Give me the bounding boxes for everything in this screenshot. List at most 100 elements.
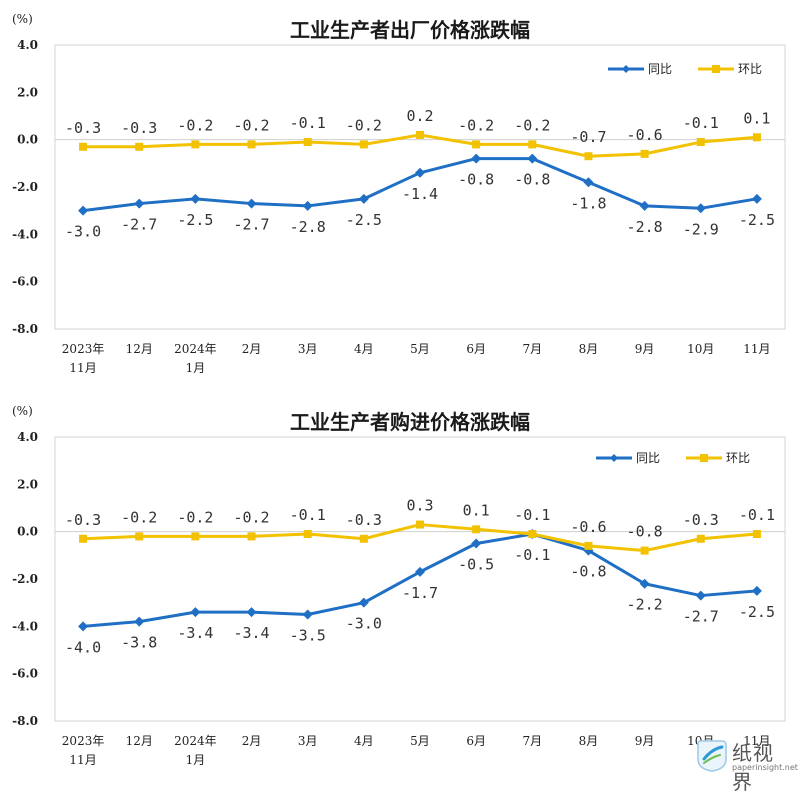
data-label-yoy: -4.0 — [65, 638, 101, 656]
data-label-mom: -0.8 — [627, 523, 663, 541]
data-label-mom: -0.3 — [683, 511, 719, 529]
data-point-mom — [416, 520, 424, 529]
x-tick-label: 11月 — [743, 342, 770, 356]
x-tick-label: 4月 — [354, 734, 374, 748]
x-tick-label: 2023年 — [62, 734, 105, 748]
data-point-mom — [752, 133, 761, 142]
data-point-yoy — [751, 193, 762, 204]
chart-svg: 4.0 2.0 0.0 -2.0 -4.0 -6.0 -8.0 2023年 11月 12月 2024… — [12, 430, 786, 767]
x-tick-label: 7月 — [522, 342, 542, 356]
data-label-mom: -0.1 — [290, 114, 326, 132]
data-label-mom: -0.2 — [233, 116, 269, 134]
x-tick-label: 5月 — [410, 342, 430, 356]
x-tick-label: 3月 — [298, 734, 318, 748]
data-label-yoy: -0.8 — [570, 563, 606, 581]
data-point-mom — [79, 142, 88, 151]
chart-title: 工业生产者出厂价格涨跌幅 — [290, 18, 530, 42]
x-tick-label: 10月 — [687, 342, 714, 356]
data-point-yoy — [583, 545, 594, 556]
data-point-mom — [359, 534, 368, 543]
data-point-mom — [472, 140, 481, 149]
data-point-mom — [528, 530, 537, 539]
x-tick-label: 7月 — [522, 734, 542, 748]
y-tick-label: -8.0 — [12, 714, 38, 728]
data-label-yoy: -1.8 — [570, 194, 606, 212]
y-tick-label: 0.0 — [17, 133, 38, 147]
data-label-yoy: -2.9 — [683, 220, 719, 238]
data-point-yoy — [639, 578, 650, 589]
data-label-mom: -0.2 — [121, 508, 157, 526]
data-label-mom: -0.2 — [514, 116, 550, 134]
x-tick-label: 4月 — [354, 342, 374, 356]
paperinsight-logo-icon — [697, 740, 727, 772]
y-tick-label: -6.0 — [12, 667, 38, 681]
y-unit-label: (%) — [12, 404, 33, 418]
data-point-yoy — [583, 177, 594, 188]
x-tick-label: 11月 — [743, 734, 770, 748]
chart-svg: 4.0 2.0 0.0 -2.0 -4.0 -6.0 -8.0 2023年 11月 12月 2024… — [12, 38, 786, 375]
data-point-yoy — [415, 167, 425, 178]
x-tick-label: 1月 — [186, 753, 206, 767]
data-label-mom: -0.2 — [233, 508, 269, 526]
data-label-mom: -0.3 — [346, 511, 382, 529]
data-label-yoy: -1.7 — [402, 584, 438, 602]
data-point-yoy — [246, 607, 257, 618]
y-tick-label: 0.0 — [17, 525, 38, 539]
data-point-yoy — [302, 609, 313, 620]
data-label-yoy: -3.5 — [290, 627, 326, 645]
data-point-mom — [247, 532, 256, 541]
data-label-mom: -0.1 — [290, 506, 326, 524]
data-point-mom — [191, 140, 200, 149]
y-tick-label: -4.0 — [12, 227, 38, 241]
data-label-mom: -0.3 — [65, 511, 101, 529]
data-point-mom — [584, 152, 593, 161]
data-label-yoy: -2.5 — [739, 211, 775, 229]
data-label-yoy: -2.5 — [739, 603, 775, 621]
data-point-yoy — [78, 621, 89, 632]
data-point-yoy — [134, 198, 145, 209]
data-point-mom — [696, 534, 705, 543]
x-tick-label: 5月 — [410, 734, 430, 748]
data-point-mom — [640, 149, 649, 158]
data-point-yoy — [471, 538, 482, 549]
data-point-yoy — [78, 205, 89, 216]
data-point-yoy — [695, 590, 706, 601]
data-label-yoy: -2.5 — [177, 211, 213, 229]
data-label-yoy: -0.1 — [514, 546, 550, 564]
data-label-yoy: -0.8 — [458, 171, 494, 189]
watermark-text: 纸视界 — [732, 741, 774, 794]
data-point-yoy — [751, 585, 762, 596]
x-tick-label: 8月 — [579, 342, 599, 356]
data-point-mom — [135, 142, 144, 151]
data-point-yoy — [302, 200, 313, 211]
data-point-mom — [584, 541, 593, 550]
data-point-yoy — [190, 193, 201, 204]
data-point-mom — [752, 530, 761, 539]
x-tick-label: 12月 — [126, 342, 153, 356]
data-point-mom — [640, 546, 649, 555]
y-tick-label: -6.0 — [12, 275, 38, 289]
data-label-mom: -0.6 — [570, 518, 606, 536]
data-label-yoy: -3.4 — [177, 624, 213, 642]
data-label-yoy: -0.8 — [514, 171, 550, 189]
data-label-yoy: -3.4 — [233, 624, 269, 642]
x-tick-label: 6月 — [466, 342, 486, 356]
data-point-yoy — [358, 597, 369, 608]
data-label-mom: -0.6 — [627, 126, 663, 144]
x-tick-label: 11月 — [69, 753, 96, 767]
data-point-mom — [359, 140, 368, 149]
x-tick-label: 2024年 — [174, 734, 217, 748]
data-label-yoy: -2.8 — [290, 218, 326, 236]
data-label-yoy: -2.7 — [683, 608, 719, 626]
data-point-yoy — [358, 193, 369, 204]
data-label-yoy: -2.8 — [627, 218, 663, 236]
x-tick-label: 2月 — [242, 734, 262, 748]
data-label-mom: 0.3 — [406, 497, 433, 515]
plot-frame — [54, 44, 786, 330]
data-label-yoy: -1.4 — [402, 185, 438, 203]
x-tick-label: 1月 — [186, 361, 206, 375]
watermark-subtext: paperinsight.net — [732, 763, 798, 772]
x-tick-label: 6月 — [466, 734, 486, 748]
data-point-yoy — [527, 153, 538, 164]
data-label-yoy: -2.7 — [233, 216, 269, 234]
